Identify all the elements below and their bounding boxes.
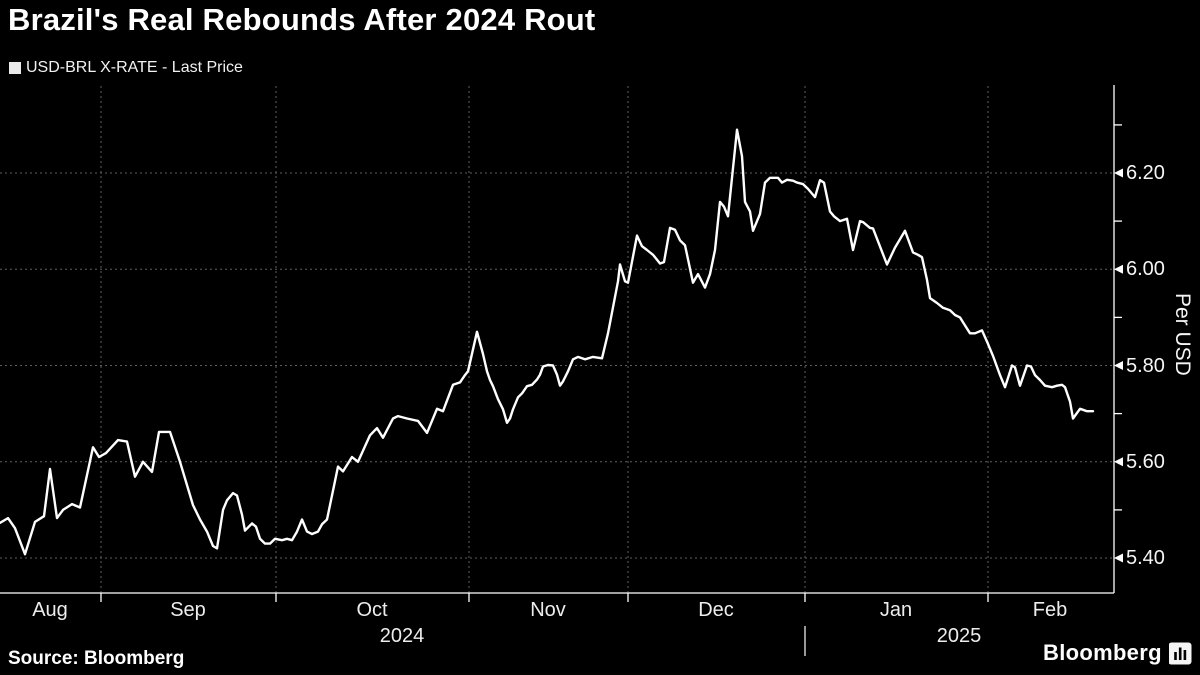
price-line-chart [0, 85, 1123, 656]
y-axis-title: Per USD [1171, 293, 1194, 376]
y-major-tick [1114, 168, 1123, 178]
bloomberg-wordmark: Bloomberg [1043, 640, 1162, 665]
y-axis-label: 6.00 [1126, 258, 1165, 281]
legend: USD-BRL X-RATE - Last Price [9, 59, 243, 77]
x-axis-label-feb: Feb [1032, 599, 1068, 621]
legend-swatch-icon [9, 62, 21, 74]
source-note: Source: Bloomberg [8, 648, 185, 669]
y-major-tick [1114, 361, 1123, 371]
x-axis-label-jan: Jan [879, 599, 913, 621]
bloomberg-logo: Bloomberg [1043, 640, 1192, 666]
legend-label: USD-BRL X-RATE - Last Price [26, 59, 243, 76]
y-axis-label: 6.20 [1126, 162, 1165, 185]
x-axis-label-oct: Oct [356, 599, 388, 621]
usd-brl-price-line [0, 128, 1095, 556]
x-axis-label-sep: Sep [170, 599, 206, 621]
x-axis-year-label-2024: 2024 [379, 625, 425, 647]
y-major-tick [1114, 553, 1123, 563]
x-axis-year-label-2025: 2025 [936, 625, 982, 647]
y-major-tick [1114, 264, 1123, 274]
y-axis-label: 5.60 [1126, 450, 1165, 473]
y-major-tick [1114, 457, 1123, 467]
y-axis-label: 5.40 [1126, 547, 1165, 570]
y-axis-label: 5.80 [1126, 354, 1165, 377]
bloomberg-terminal-icon [1168, 642, 1192, 664]
chart-title: Brazil's Real Rebounds After 2024 Rout [8, 2, 596, 37]
x-axis-label-dec: Dec [698, 599, 734, 621]
x-axis-label-aug: Aug [32, 599, 68, 621]
x-axis-label-nov: Nov [530, 599, 566, 621]
